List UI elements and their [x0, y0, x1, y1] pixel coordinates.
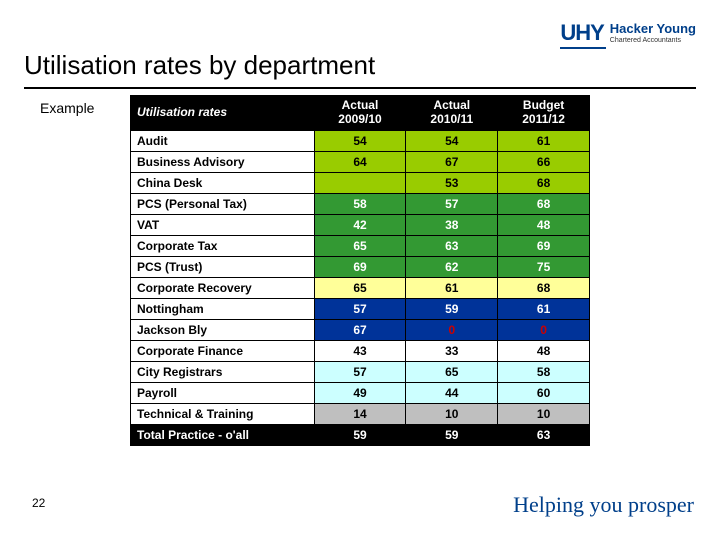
example-label: Example — [40, 100, 94, 116]
value-cell: 61 — [498, 130, 590, 151]
value-cell: 68 — [498, 193, 590, 214]
value-cell: 57 — [314, 361, 406, 382]
logo-line2: Chartered Accountants — [610, 37, 696, 44]
table-row: Payroll494460 — [131, 382, 590, 403]
value-cell: 69 — [314, 256, 406, 277]
dept-cell: Audit — [131, 130, 315, 151]
dept-cell: Corporate Tax — [131, 235, 315, 256]
tagline: Helping you prosper — [513, 492, 694, 518]
col-header-dept: Utilisation rates — [131, 96, 315, 131]
dept-cell: PCS (Trust) — [131, 256, 315, 277]
dept-cell: Payroll — [131, 382, 315, 403]
value-cell: 68 — [498, 172, 590, 193]
value-cell: 48 — [498, 340, 590, 361]
value-cell: 10 — [498, 403, 590, 424]
table-row: Corporate Recovery656168 — [131, 277, 590, 298]
value-cell: 14 — [314, 403, 406, 424]
dept-cell: Nottingham — [131, 298, 315, 319]
value-cell: 53 — [406, 172, 498, 193]
value-cell: 49 — [314, 382, 406, 403]
value-cell: 64 — [314, 151, 406, 172]
value-cell — [314, 172, 406, 193]
value-cell: 65 — [314, 235, 406, 256]
value-cell: 59 — [406, 424, 498, 445]
value-cell: 63 — [406, 235, 498, 256]
table-row: Corporate Finance433348 — [131, 340, 590, 361]
table-row: VAT423848 — [131, 214, 590, 235]
value-cell: 33 — [406, 340, 498, 361]
table-head: Utilisation ratesActual2009/10Actual2010… — [131, 96, 590, 131]
dept-cell: PCS (Personal Tax) — [131, 193, 315, 214]
value-cell: 75 — [498, 256, 590, 277]
dept-cell: Business Advisory — [131, 151, 315, 172]
dept-cell: Corporate Finance — [131, 340, 315, 361]
table-row: China Desk 5368 — [131, 172, 590, 193]
value-cell: 42 — [314, 214, 406, 235]
table-row: Technical & Training141010 — [131, 403, 590, 424]
value-cell: 43 — [314, 340, 406, 361]
value-cell: 65 — [406, 361, 498, 382]
logo-text: Hacker Young Chartered Accountants — [610, 22, 696, 44]
value-cell: 57 — [406, 193, 498, 214]
value-cell: 59 — [314, 424, 406, 445]
value-cell: 67 — [406, 151, 498, 172]
value-cell: 61 — [406, 277, 498, 298]
value-cell: 66 — [498, 151, 590, 172]
table-row: City Registrars576558 — [131, 361, 590, 382]
brand-logo: UHY Hacker Young Chartered Accountants — [560, 20, 696, 46]
value-cell: 0 — [406, 319, 498, 340]
col-header-2: Actual2010/11 — [406, 96, 498, 131]
value-cell: 59 — [406, 298, 498, 319]
value-cell: 69 — [498, 235, 590, 256]
col-header-3: Budget2011/12 — [498, 96, 590, 131]
table-row: Total Practice - o'all595963 — [131, 424, 590, 445]
value-cell: 44 — [406, 382, 498, 403]
value-cell: 38 — [406, 214, 498, 235]
table-row: Jackson Bly6700 — [131, 319, 590, 340]
dept-cell: Total Practice - o'all — [131, 424, 315, 445]
dept-cell: Technical & Training — [131, 403, 315, 424]
table-row: Business Advisory646766 — [131, 151, 590, 172]
page-title: Utilisation rates by department — [24, 50, 696, 89]
dept-cell: City Registrars — [131, 361, 315, 382]
table-row: Nottingham575961 — [131, 298, 590, 319]
dept-cell: China Desk — [131, 172, 315, 193]
value-cell: 10 — [406, 403, 498, 424]
value-cell: 0 — [498, 319, 590, 340]
value-cell: 65 — [314, 277, 406, 298]
value-cell: 54 — [314, 130, 406, 151]
table-row: Audit545461 — [131, 130, 590, 151]
slide: UHY Hacker Young Chartered Accountants U… — [0, 0, 720, 540]
utilisation-table-wrap: Utilisation ratesActual2009/10Actual2010… — [130, 95, 590, 446]
logo-mark: UHY — [560, 20, 603, 46]
value-cell: 62 — [406, 256, 498, 277]
logo-line1: Hacker Young — [610, 22, 696, 35]
value-cell: 48 — [498, 214, 590, 235]
utilisation-table: Utilisation ratesActual2009/10Actual2010… — [130, 95, 590, 446]
value-cell: 58 — [498, 361, 590, 382]
value-cell: 61 — [498, 298, 590, 319]
value-cell: 57 — [314, 298, 406, 319]
page-number: 22 — [32, 496, 45, 510]
col-header-1: Actual2009/10 — [314, 96, 406, 131]
value-cell: 67 — [314, 319, 406, 340]
table-body: Audit545461Business Advisory646766China … — [131, 130, 590, 445]
value-cell: 58 — [314, 193, 406, 214]
value-cell: 54 — [406, 130, 498, 151]
table-row: PCS (Trust)696275 — [131, 256, 590, 277]
dept-cell: VAT — [131, 214, 315, 235]
table-row: PCS (Personal Tax)585768 — [131, 193, 590, 214]
value-cell: 60 — [498, 382, 590, 403]
value-cell: 63 — [498, 424, 590, 445]
dept-cell: Corporate Recovery — [131, 277, 315, 298]
table-row: Corporate Tax656369 — [131, 235, 590, 256]
value-cell: 68 — [498, 277, 590, 298]
dept-cell: Jackson Bly — [131, 319, 315, 340]
